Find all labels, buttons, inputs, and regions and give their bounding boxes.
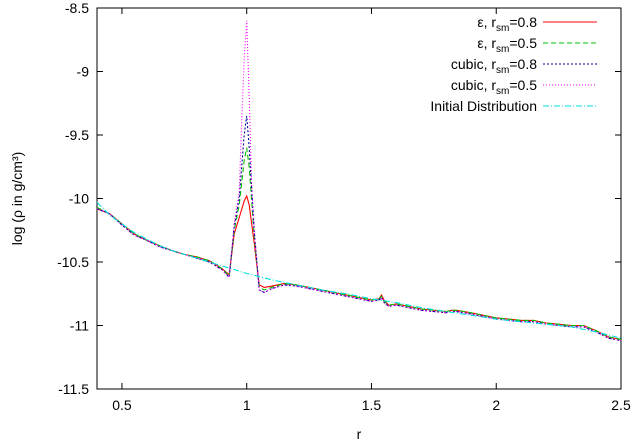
y-tick-label: -11 bbox=[70, 318, 89, 334]
axes bbox=[96, 7, 622, 390]
plot-frame bbox=[96, 7, 622, 390]
y-tick-label: -8.5 bbox=[65, 0, 89, 16]
axis-ticks: 0.5 1 1.5 2 2.5 -11.5 -11 -10.5 -10 -9.5 -9 -8.5 bbox=[57, 0, 631, 413]
y-tick-label: -9 bbox=[77, 64, 90, 80]
x-axis-title: r bbox=[357, 426, 362, 442]
series-lines bbox=[96, 20, 622, 342]
y-tick-label: -10.5 bbox=[57, 254, 89, 270]
legend-label-2: ε, rsm=0.5 bbox=[477, 35, 537, 55]
x-tick-label: 0.5 bbox=[112, 397, 132, 413]
series-line-5 bbox=[96, 201, 622, 339]
y-tick-label: -10 bbox=[69, 191, 89, 207]
series-line-3 bbox=[96, 115, 622, 342]
legend-label-5: Initial Distribution bbox=[430, 98, 537, 114]
series-line-4 bbox=[96, 20, 622, 342]
y-axis-title: log (ρ in g/cm³) bbox=[9, 152, 25, 246]
x-tick-label: 1.5 bbox=[362, 397, 382, 413]
y-tick-label: -9.5 bbox=[65, 127, 89, 143]
x-tick-label: 2 bbox=[492, 397, 500, 413]
x-tick-label: 1 bbox=[243, 397, 251, 413]
x-tick-label: 2.5 bbox=[611, 397, 631, 413]
y-tick-label: -11.5 bbox=[58, 381, 89, 397]
legend-label-4: cubic, rsm=0.5 bbox=[451, 77, 537, 97]
series-line-2 bbox=[96, 147, 622, 341]
series-line-1 bbox=[96, 194, 622, 341]
legend-label-3: cubic, rsm=0.8 bbox=[451, 56, 537, 76]
legend-label-1: ε, rsm=0.8 bbox=[477, 14, 537, 34]
